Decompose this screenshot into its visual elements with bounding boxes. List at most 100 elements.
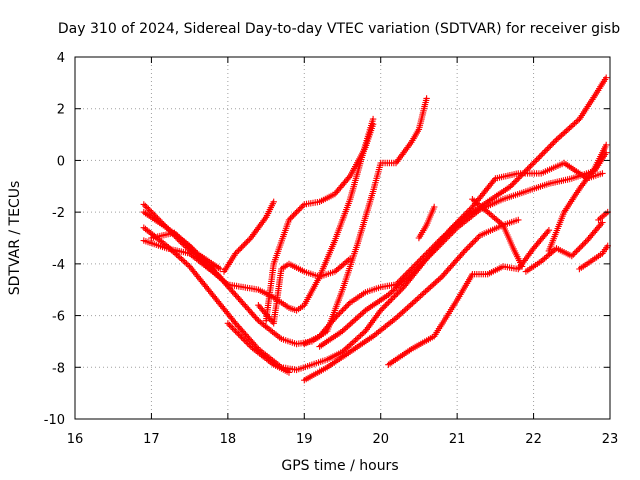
data-point-marker (391, 293, 398, 300)
data-point-marker (299, 202, 306, 210)
data-point-marker (409, 269, 416, 276)
data-point-marker (397, 287, 404, 294)
series-line (387, 229, 550, 366)
data-point-marker (232, 250, 239, 257)
data-point-marker (599, 170, 606, 177)
data-point-marker (346, 255, 354, 262)
x-tick-label: 19 (296, 432, 313, 447)
data-point-marker (603, 74, 610, 81)
data-point-marker (235, 247, 242, 254)
data-point-marker (440, 238, 447, 245)
data-point-marker (542, 147, 549, 154)
series-track-19 (595, 208, 611, 224)
x-tick-label: 16 (67, 432, 84, 447)
data-point-marker (521, 169, 528, 176)
data-point-marker (412, 266, 420, 273)
y-tick-label: 0 (57, 154, 65, 169)
data-point-marker (431, 203, 438, 211)
y-tick-label: 4 (57, 51, 65, 66)
series-line (143, 118, 374, 312)
data-point-marker (570, 251, 577, 258)
data-point-marker (217, 265, 224, 273)
data-point-marker (449, 229, 456, 236)
data-point-marker (434, 244, 441, 251)
data-point-marker (238, 244, 245, 251)
data-point-marker (547, 142, 554, 150)
data-point-marker (467, 205, 475, 212)
series-track-3 (140, 115, 377, 314)
data-point-marker (140, 201, 147, 208)
data-point-marker (467, 241, 475, 248)
x-tick-label: 20 (372, 432, 389, 447)
y-tick-label: -2 (52, 206, 65, 221)
y-tick-label: -8 (52, 361, 65, 376)
series-track-4 (140, 95, 430, 348)
series-track-13 (385, 227, 553, 368)
y-axis-label: SDTVAR / TECUs (7, 181, 23, 296)
data-point-marker (579, 242, 586, 249)
data-point-marker (515, 216, 522, 224)
series-track-2 (220, 198, 277, 275)
series-track-12 (301, 216, 522, 384)
data-point-marker (235, 331, 242, 338)
data-point-marker (423, 95, 430, 102)
series-line (265, 123, 374, 322)
x-tick-label: 17 (143, 432, 160, 447)
data-point-marker (527, 162, 534, 170)
x-tick-labels: 16 17 18 19 20 21 22 23 (67, 432, 619, 447)
data-point-marker (470, 238, 478, 245)
series-track-17 (545, 141, 610, 255)
x-tick-label: 21 (449, 432, 466, 447)
data-point-marker (431, 247, 438, 255)
series-track-6 (148, 229, 224, 273)
series-track-18 (576, 242, 611, 273)
data-point-marker (530, 159, 537, 167)
data-point-marker (515, 175, 522, 182)
data-point-marker (241, 241, 248, 248)
series-track-14 (415, 203, 438, 242)
data-point-marker (343, 302, 351, 309)
series-track-16 (522, 219, 606, 275)
data-point-marker (536, 153, 543, 160)
data-point-marker (285, 369, 293, 376)
data-point-marker (382, 302, 389, 309)
plot-frame (74, 56, 611, 420)
data-point-marker (146, 207, 154, 214)
data-point-marker (369, 121, 377, 128)
data-point-marker (226, 321, 233, 329)
x-tick-label: 22 (525, 432, 542, 447)
x-axis-label: GPS time / hours (281, 458, 398, 474)
series-track-15 (469, 196, 526, 270)
series-track-9 (262, 121, 377, 324)
series-line (303, 219, 520, 382)
axis-ticks (74, 56, 611, 420)
data-point-marker (603, 141, 610, 149)
data-point-marker (573, 248, 580, 255)
data-point-marker (424, 253, 432, 261)
data-point-marker (452, 226, 459, 233)
series-track-8 (255, 255, 354, 327)
chart-title: Day 310 of 2024, Sidereal Day-to-day VTE… (58, 21, 620, 37)
data-point-marker (428, 250, 435, 258)
data-point-marker (545, 227, 553, 234)
series-group (140, 74, 611, 384)
data-point-marker (333, 313, 340, 320)
data-point-marker (385, 299, 392, 306)
data-point-marker (238, 334, 245, 341)
data-point-marker (446, 232, 453, 239)
data-point-marker (418, 260, 426, 267)
data-point-marker (290, 212, 297, 219)
series-track-7 (224, 320, 293, 376)
data-point-marker (270, 198, 277, 205)
data-point-marker (473, 235, 481, 242)
x-tick-label: 23 (602, 432, 619, 447)
data-point-marker (388, 296, 395, 303)
y-tick-labels: -10 -8 -6 -4 -2 0 2 4 (44, 51, 65, 428)
y-tick-label: -10 (44, 413, 65, 428)
data-point-marker (599, 219, 606, 226)
data-point-marker (241, 337, 248, 344)
y-tick-label: 2 (57, 103, 65, 118)
data-point-marker (461, 247, 468, 255)
data-point-marker (524, 166, 531, 173)
